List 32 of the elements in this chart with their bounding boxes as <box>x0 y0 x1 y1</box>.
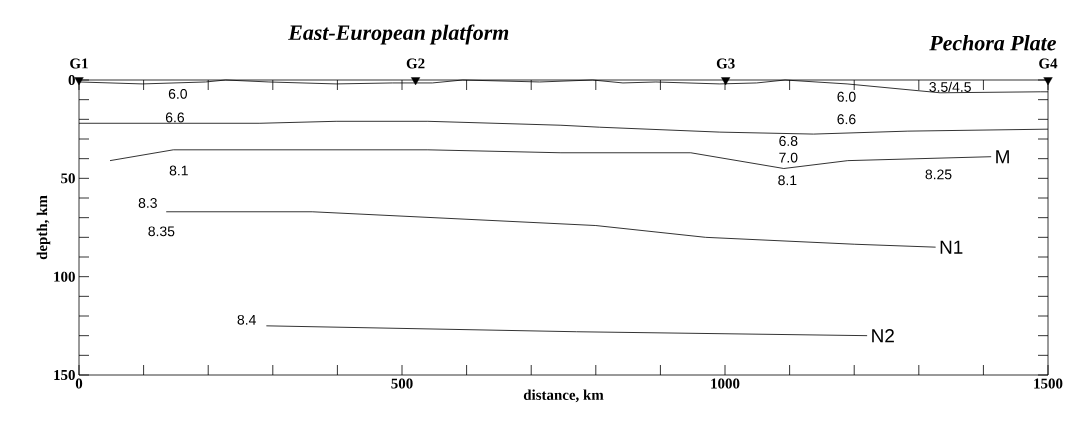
annotation: 3.5/4.5 <box>929 81 971 92</box>
y-axis-title: depth, km <box>36 195 51 260</box>
x-tick-label: 500 <box>391 378 413 389</box>
text: Pechora Plate <box>929 35 1057 51</box>
data-label: G4 <box>1039 58 1058 69</box>
annotation: 8.25 <box>925 169 952 180</box>
series-label: N1 <box>940 240 963 254</box>
y-tick-label: 150 <box>54 369 75 381</box>
x-tick-label: 0 <box>75 378 83 389</box>
data-label: G1 <box>70 58 88 69</box>
annotation: 8.3 <box>138 198 157 208</box>
annotation: 7.0 <box>779 152 798 163</box>
x-tick-label: 1500 <box>1034 378 1063 389</box>
data-label: G3 <box>716 58 735 69</box>
series-label: N2 <box>872 329 894 343</box>
annotation: 8.35 <box>148 226 175 237</box>
legend-label: M <box>996 150 1009 164</box>
y-tick-label: 50 <box>61 173 75 184</box>
y-tick-label: 100 <box>54 271 75 282</box>
annotation: 6.8 <box>779 136 798 147</box>
y-tick-label: 0 <box>68 74 75 86</box>
annotation: 6.0 <box>168 88 187 99</box>
x-axis-title: distance, km <box>523 389 604 403</box>
annotation: 6.0 <box>837 91 856 102</box>
annotation: 6.6 <box>837 114 856 125</box>
chart-title: East-European platform <box>288 24 509 45</box>
x-tick-label: 1000 <box>711 378 740 389</box>
data-label: G2 <box>406 58 425 69</box>
annotation: 8.4 <box>237 314 256 325</box>
annotation: 8.1 <box>169 165 188 176</box>
annotation: 8.1 <box>778 175 797 186</box>
annotation: 6.6 <box>165 112 185 123</box>
